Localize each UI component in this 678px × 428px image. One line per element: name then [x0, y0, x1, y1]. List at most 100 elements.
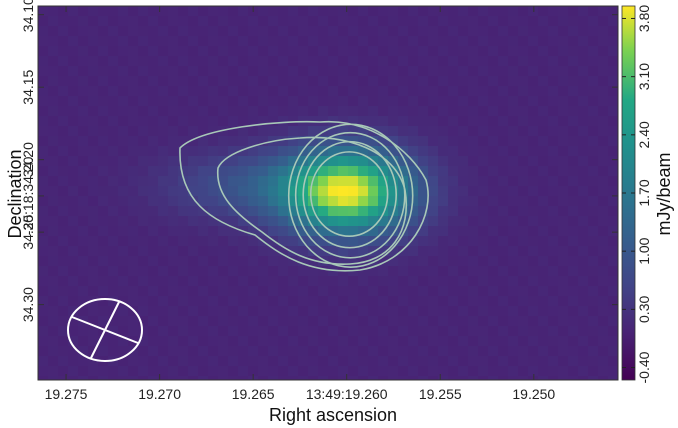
heatmap-cell [488, 96, 499, 107]
heatmap-cell [458, 136, 469, 147]
heatmap-cell [288, 16, 299, 27]
heatmap-cell [188, 236, 199, 247]
heatmap-cell [448, 296, 459, 307]
heatmap-cell [308, 306, 319, 317]
heatmap-cell [158, 306, 169, 317]
heatmap-cell [38, 196, 49, 207]
heatmap-cell [338, 216, 349, 227]
heatmap-cell [498, 216, 509, 227]
heatmap-cell [148, 256, 159, 267]
heatmap-cell [188, 56, 199, 67]
heatmap-cell [278, 66, 289, 77]
heatmap-cell [248, 156, 259, 167]
heatmap-cell [538, 96, 549, 107]
heatmap-cell [558, 326, 569, 337]
heatmap-cell [338, 86, 349, 97]
heatmap-cell [298, 146, 309, 157]
heatmap-cell [358, 326, 369, 337]
heatmap-cell [108, 276, 119, 287]
heatmap-cell [268, 146, 279, 157]
heatmap-cell [258, 206, 269, 217]
heatmap-cell [488, 226, 499, 237]
heatmap-cell [98, 216, 109, 227]
heatmap-cell [598, 66, 609, 77]
heatmap-cell [248, 46, 259, 57]
heatmap-cell [458, 106, 469, 117]
heatmap-cell [418, 186, 429, 197]
heatmap-cell [358, 356, 369, 367]
heatmap-cell [518, 66, 529, 77]
heatmap-cell [338, 46, 349, 57]
heatmap-cell [348, 6, 359, 17]
heatmap-cell [298, 216, 309, 227]
heatmap-cell [138, 76, 149, 87]
heatmap-cell [178, 226, 189, 237]
heatmap-cell [478, 86, 489, 97]
heatmap-cell [488, 326, 499, 337]
heatmap-cell [538, 136, 549, 147]
heatmap-cell [598, 146, 609, 157]
heatmap-cell [528, 196, 539, 207]
heatmap-cell [538, 26, 549, 37]
heatmap-cell [498, 376, 509, 380]
heatmap-cell [248, 226, 259, 237]
heatmap-cell [148, 6, 159, 17]
heatmap-cell [468, 126, 479, 137]
heatmap-cell [508, 346, 519, 357]
heatmap-cell [408, 286, 419, 297]
heatmap-cell [508, 336, 519, 347]
heatmap-cell [428, 196, 439, 207]
heatmap-cell [478, 46, 489, 57]
heatmap-cell [178, 366, 189, 377]
heatmap-cell [88, 256, 99, 267]
heatmap-cell [138, 346, 149, 357]
heatmap-cell [608, 186, 618, 197]
heatmap-cell [108, 206, 119, 217]
heatmap-cell [268, 356, 279, 367]
heatmap-cell [168, 216, 179, 227]
heatmap-cell [198, 166, 209, 177]
heatmap-cell [308, 126, 319, 137]
heatmap-cell [58, 246, 69, 257]
heatmap-cell [148, 186, 159, 197]
contour-ring [294, 131, 406, 259]
heatmap-cell [498, 316, 509, 327]
heatmap-cell [348, 326, 359, 337]
heatmap-cell [88, 186, 99, 197]
heatmap-cell [238, 86, 249, 97]
heatmap-cell [168, 86, 179, 97]
heatmap-cell [548, 366, 559, 377]
heatmap-cell [268, 346, 279, 357]
heatmap-cell [168, 116, 179, 127]
heatmap-cell [128, 6, 139, 17]
heatmap-cell [218, 346, 229, 357]
heatmap-cell [498, 106, 509, 117]
heatmap-cell [358, 156, 369, 167]
heatmap-cell [58, 86, 69, 97]
heatmap-cell [178, 106, 189, 117]
heatmap-cell [458, 76, 469, 87]
heatmap-cell [198, 356, 209, 367]
heatmap-cell [218, 356, 229, 367]
heatmap-cell [348, 46, 359, 57]
heatmap-cell [258, 126, 269, 137]
heatmap-cell [488, 186, 499, 197]
heatmap-cell [258, 296, 269, 307]
heatmap-cell [448, 256, 459, 267]
heatmap-cell [188, 276, 199, 287]
heatmap-cell [228, 286, 239, 297]
heatmap-cell [158, 226, 169, 237]
heatmap-cell [448, 156, 459, 167]
heatmap-cell [238, 126, 249, 137]
heatmap-cell [68, 166, 79, 177]
heatmap-cell [428, 6, 439, 17]
heatmap-cell [288, 136, 299, 147]
heatmap-cell [258, 36, 269, 47]
heatmap-cell [118, 46, 129, 57]
heatmap-cell [208, 26, 219, 37]
heatmap-cell [598, 16, 609, 27]
heatmap-cell [408, 56, 419, 67]
heatmap-cell [238, 256, 249, 267]
heatmap-cell [188, 226, 199, 237]
heatmap-cell [598, 306, 609, 317]
